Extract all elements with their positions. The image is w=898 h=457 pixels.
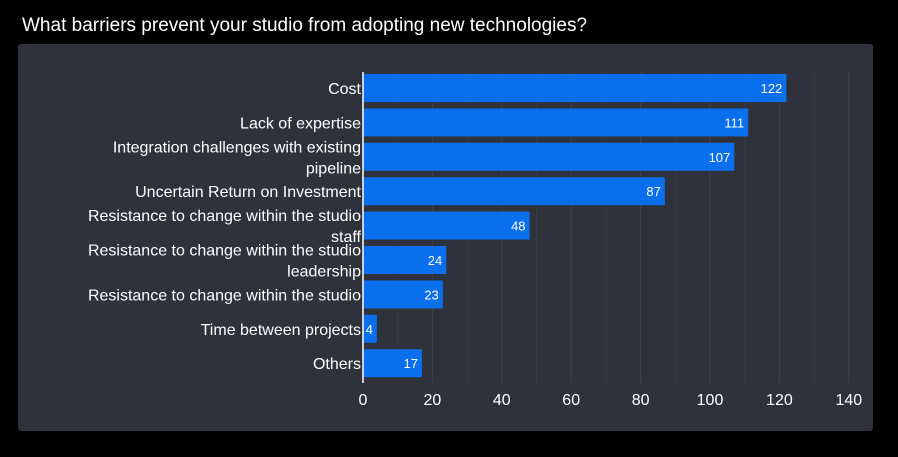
bar [363, 177, 665, 206]
data-label: 48 [511, 219, 525, 234]
data-label: 17 [404, 356, 418, 371]
bar [363, 314, 377, 343]
x-tick-label: 0 [359, 392, 368, 409]
bar [363, 349, 422, 378]
x-tick-label: 20 [424, 392, 442, 409]
x-tick-label: 100 [697, 392, 724, 409]
data-label: 4 [366, 322, 373, 337]
x-tick-label: 140 [835, 392, 862, 409]
x-tick-label: 60 [562, 392, 580, 409]
bar [363, 74, 787, 102]
data-label: 23 [424, 287, 438, 302]
category-label: Integration challenges with existing pipe… [113, 139, 361, 177]
category-label: Cost [328, 81, 361, 98]
category-label: Uncertain Return on Investment [135, 184, 361, 201]
bar [363, 142, 735, 171]
data-label: 122 [761, 81, 783, 96]
category-label: Others [313, 356, 361, 373]
category-label: Resistance to change within the studio [88, 287, 361, 304]
bar [363, 211, 530, 240]
x-tick-label: 120 [766, 392, 793, 409]
bar [363, 108, 749, 137]
category-label: Time between projects [201, 322, 361, 339]
data-label: 107 [709, 150, 731, 165]
data-label: 87 [646, 184, 660, 199]
data-label: 111 [724, 115, 744, 130]
x-tick-label: 40 [493, 392, 511, 409]
data-label: 24 [428, 253, 442, 268]
x-tick-label: 80 [632, 392, 650, 409]
category-label: Resistance to change within the studio le… [88, 243, 361, 281]
bar [363, 246, 447, 274]
category-label: Lack of expertise [240, 115, 361, 132]
chart-title: What barriers prevent your studio from a… [22, 15, 588, 36]
category-label: Resistance to change within the studio st… [88, 208, 362, 246]
bar [363, 280, 443, 309]
